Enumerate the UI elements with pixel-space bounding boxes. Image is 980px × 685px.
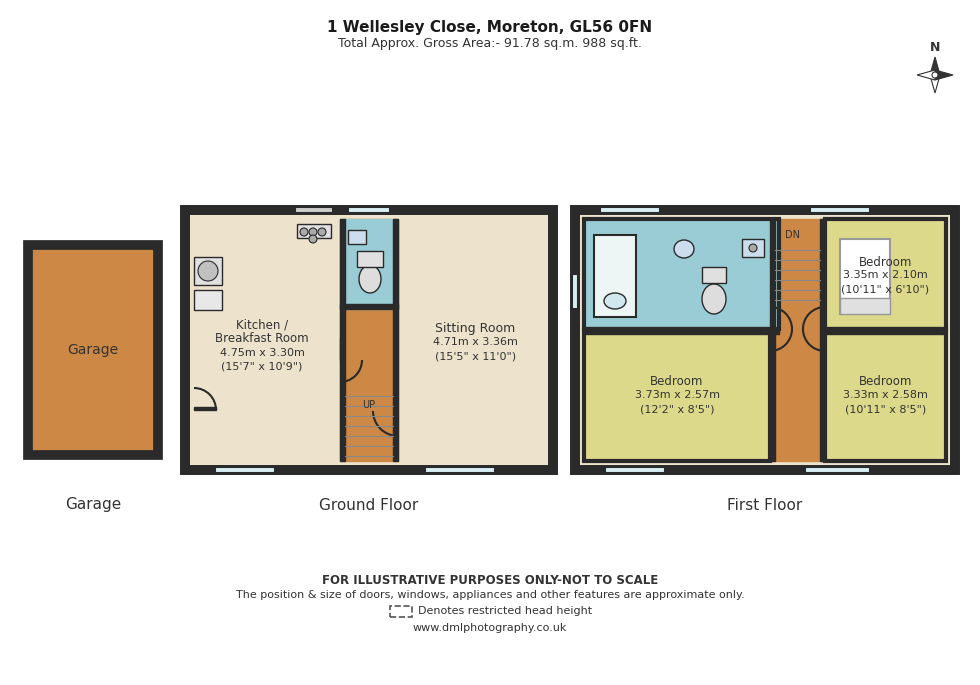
Circle shape: [309, 228, 317, 236]
Ellipse shape: [702, 284, 726, 314]
Text: Denotes restricted head height: Denotes restricted head height: [418, 606, 592, 616]
Polygon shape: [930, 75, 940, 93]
Bar: [28, 245, 158, 455]
Bar: [770, 219, 825, 461]
Text: (15'5" x 11'0"): (15'5" x 11'0"): [435, 351, 516, 361]
Bar: [575, 210, 955, 470]
Circle shape: [198, 261, 218, 281]
Bar: [825, 219, 946, 329]
Bar: [185, 210, 553, 470]
Text: 4.75m x 3.30m: 4.75m x 3.30m: [220, 348, 305, 358]
Bar: [825, 219, 946, 329]
Bar: [348, 207, 390, 213]
Bar: [840, 239, 890, 314]
Text: Ground Floor: Ground Floor: [319, 497, 418, 512]
Bar: [340, 219, 345, 461]
Bar: [594, 235, 636, 317]
Text: 3.35m x 2.10m: 3.35m x 2.10m: [843, 270, 928, 280]
Bar: [194, 257, 222, 285]
Text: Total Approx. Gross Area:- 91.78 sq.m. 988 sq.ft.: Total Approx. Gross Area:- 91.78 sq.m. 9…: [338, 36, 642, 49]
Ellipse shape: [674, 240, 694, 258]
Bar: [340, 338, 343, 360]
Bar: [600, 207, 660, 213]
Text: Garage: Garage: [65, 497, 122, 512]
Bar: [572, 274, 578, 309]
Text: UP: UP: [363, 400, 375, 410]
Bar: [215, 467, 275, 473]
Bar: [810, 207, 870, 213]
Circle shape: [318, 228, 326, 236]
Bar: [584, 219, 779, 329]
Bar: [575, 210, 955, 470]
Text: The position & size of doors, windows, appliances and other features are approxi: The position & size of doors, windows, a…: [235, 590, 745, 600]
Text: Bedroom: Bedroom: [858, 375, 912, 388]
Text: Sitting Room: Sitting Room: [435, 321, 515, 334]
Bar: [840, 298, 890, 314]
Text: www.dmlphotography.co.uk: www.dmlphotography.co.uk: [413, 623, 567, 633]
Ellipse shape: [604, 293, 626, 309]
Polygon shape: [917, 70, 935, 80]
Text: (15'7" x 10'9"): (15'7" x 10'9"): [221, 361, 303, 371]
Bar: [825, 329, 946, 334]
Text: (10'11" x 8'5"): (10'11" x 8'5"): [845, 404, 926, 414]
Text: FOR ILLUSTRATIVE PURPOSES ONLY-NOT TO SCALE: FOR ILLUSTRATIVE PURPOSES ONLY-NOT TO SC…: [321, 573, 659, 586]
Bar: [194, 290, 222, 310]
Bar: [584, 219, 779, 329]
Bar: [390, 606, 412, 617]
Bar: [825, 329, 946, 461]
Bar: [425, 467, 495, 473]
Circle shape: [932, 72, 938, 78]
Polygon shape: [935, 70, 953, 80]
Bar: [297, 224, 331, 238]
Text: (12'2" x 8'5"): (12'2" x 8'5"): [640, 404, 714, 414]
Bar: [37, 254, 149, 446]
Text: Kitchen /: Kitchen /: [236, 319, 288, 332]
Bar: [825, 329, 946, 461]
Text: First Floor: First Floor: [727, 497, 803, 512]
Bar: [340, 219, 398, 461]
Circle shape: [749, 244, 757, 252]
Text: 1 Wellesley Close, Moreton, GL56 0FN: 1 Wellesley Close, Moreton, GL56 0FN: [327, 19, 653, 34]
Text: (10'11" x 6'10"): (10'11" x 6'10"): [842, 284, 930, 294]
Bar: [340, 219, 398, 309]
Text: 3.73m x 2.57m: 3.73m x 2.57m: [634, 390, 719, 400]
Bar: [805, 467, 870, 473]
Bar: [702, 267, 726, 283]
Bar: [820, 219, 825, 461]
Bar: [742, 239, 764, 257]
Text: DN: DN: [785, 230, 800, 240]
Text: Bedroom: Bedroom: [651, 375, 704, 388]
Bar: [340, 304, 398, 309]
Bar: [393, 219, 398, 461]
Bar: [584, 329, 779, 334]
Text: 4.71m x 3.36m: 4.71m x 3.36m: [433, 337, 518, 347]
Bar: [584, 329, 770, 461]
Bar: [584, 329, 770, 461]
Bar: [194, 407, 216, 410]
Ellipse shape: [359, 265, 381, 293]
Circle shape: [309, 235, 317, 243]
Bar: [770, 219, 775, 461]
Polygon shape: [930, 57, 940, 75]
Bar: [357, 251, 383, 267]
Text: Bedroom: Bedroom: [858, 256, 912, 269]
Circle shape: [300, 228, 308, 236]
Bar: [295, 207, 333, 213]
Text: N: N: [930, 40, 940, 53]
Bar: [348, 230, 366, 244]
Bar: [605, 467, 665, 473]
Text: Garage: Garage: [68, 343, 119, 357]
Text: Breakfast Room: Breakfast Room: [216, 332, 309, 345]
Text: 3.33m x 2.58m: 3.33m x 2.58m: [843, 390, 928, 400]
Bar: [185, 210, 553, 470]
